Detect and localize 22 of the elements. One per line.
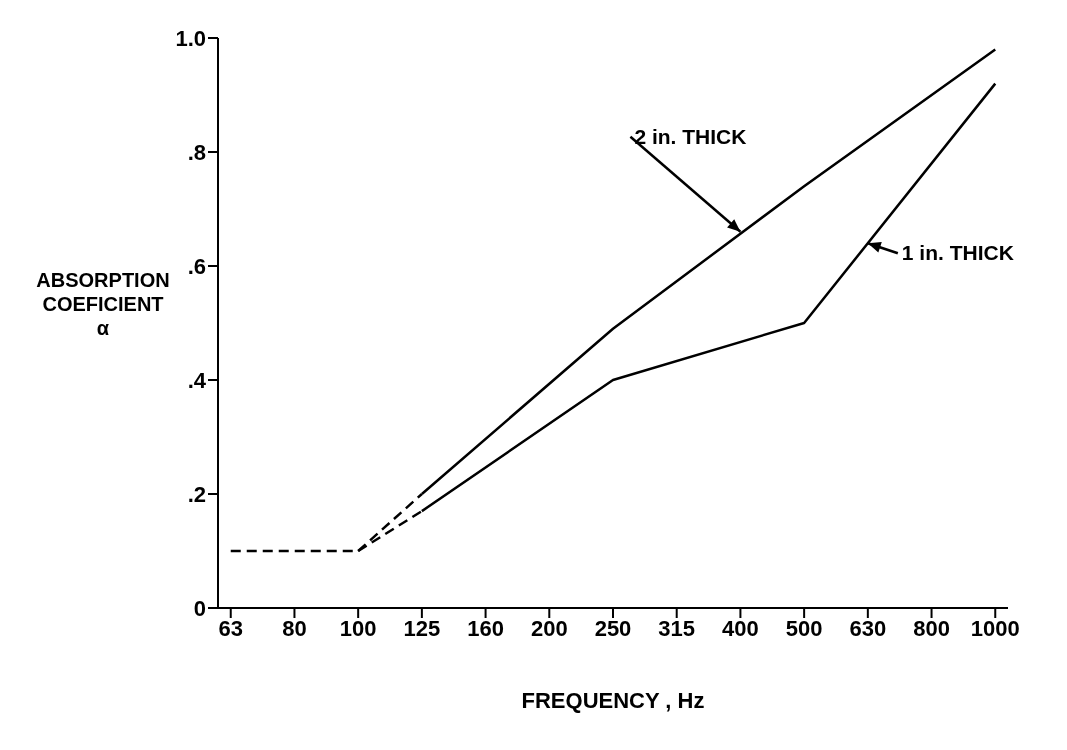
x-tick-label: 63	[218, 615, 243, 641]
x-tick-label: 160	[467, 615, 504, 641]
y-tick-label: .8	[187, 139, 206, 165]
x-tick-label: 630	[849, 615, 887, 641]
x-tick-label: 315	[658, 615, 696, 641]
x-tick-label: 100	[339, 615, 377, 641]
y-tick-label: .6	[187, 253, 206, 279]
y-tick-label: 1.0	[175, 25, 206, 51]
x-tick-label: 250	[594, 615, 632, 641]
y-axis-title: ABSORPTION COEFICIENT α	[35, 268, 171, 340]
annotation: 1 in. THICK	[901, 241, 1014, 265]
y-tick-label: .2	[187, 481, 206, 507]
x-tick-label: 500	[785, 615, 823, 641]
y-tick-label: 0	[193, 595, 206, 621]
x-tick-label: 400	[722, 615, 759, 641]
x-tick-label: 125	[403, 615, 441, 641]
x-tick-label: 1000	[970, 615, 1020, 641]
x-tick-label: 200	[530, 615, 568, 641]
x-axis-title: FREQUENCY , Hz	[521, 688, 705, 713]
x-tick-label: 80	[282, 615, 307, 641]
y-tick-label: .4	[187, 367, 207, 393]
x-tick-label: 800	[913, 615, 950, 641]
